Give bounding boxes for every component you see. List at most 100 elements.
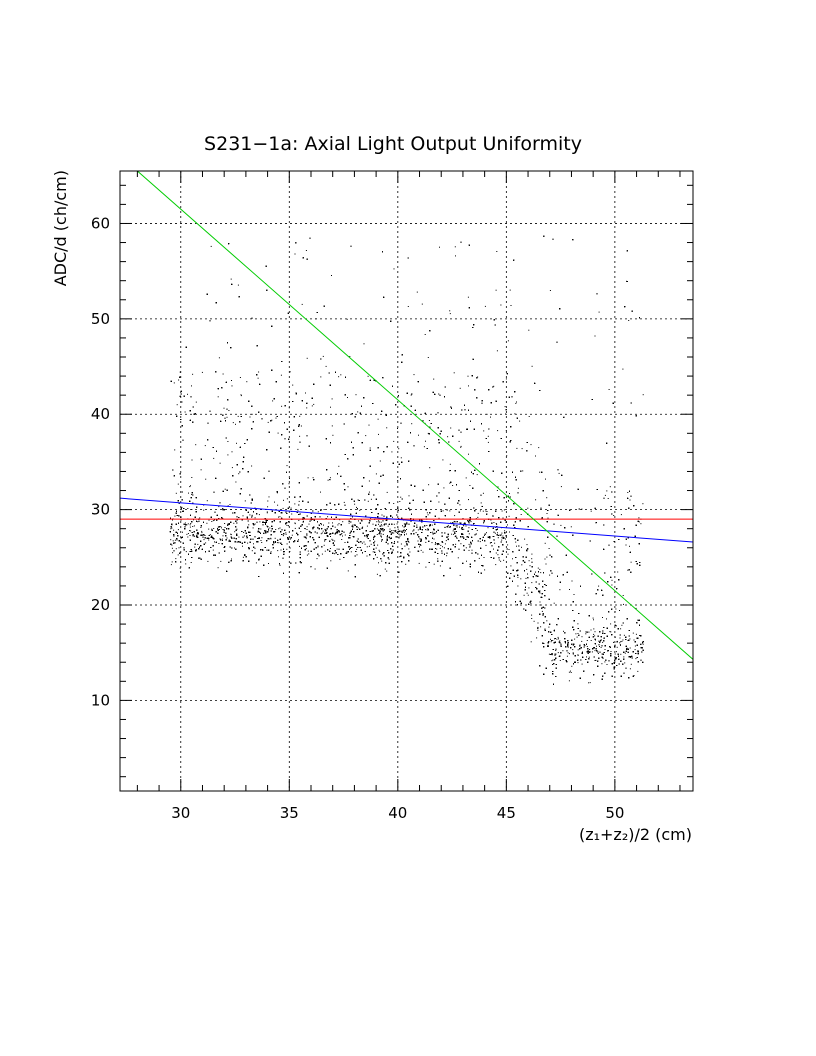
scatter-point — [469, 546, 471, 548]
scatter-point — [387, 525, 389, 527]
scatter-point — [390, 530, 392, 532]
scatter-point — [307, 550, 309, 552]
scatter-point — [531, 582, 533, 584]
scatter-point — [347, 397, 348, 398]
scatter-point — [369, 447, 371, 449]
scatter-point — [411, 423, 413, 425]
scatter-point — [269, 527, 271, 529]
scatter-point — [175, 548, 177, 550]
scatter-point — [189, 486, 191, 488]
scatter-point — [465, 547, 467, 549]
scatter-point — [251, 550, 253, 552]
scatter-point — [547, 644, 549, 646]
scatter-point — [638, 517, 640, 519]
scatter-point — [171, 547, 173, 549]
scatter-point — [400, 496, 402, 498]
scatter-point — [638, 521, 640, 523]
scatter-point — [497, 430, 499, 432]
scatter-point — [543, 643, 545, 644]
scatter-point — [590, 510, 592, 512]
scatter-point — [355, 394, 357, 396]
scatter-point — [220, 560, 222, 562]
scatter-point — [528, 416, 530, 417]
scatter-point — [278, 542, 280, 544]
scatter-point — [299, 435, 301, 437]
scatter-point — [510, 565, 512, 567]
scatter-point — [277, 504, 279, 506]
scatter-point — [320, 533, 322, 535]
scatter-point — [525, 577, 527, 579]
scatter-point — [447, 535, 449, 537]
scatter-point — [431, 542, 433, 544]
scatter-point — [413, 374, 415, 376]
scatter-point — [531, 558, 533, 560]
scatter-point — [496, 350, 498, 352]
scatter-point — [330, 536, 331, 537]
scatter-point — [246, 381, 248, 383]
scatter-point — [397, 480, 399, 481]
scatter-point — [471, 549, 473, 551]
scatter-point — [392, 516, 393, 518]
scatter-point — [224, 488, 226, 490]
scatter-point — [228, 539, 230, 541]
scatter-point — [637, 670, 639, 672]
scatter-point — [506, 455, 508, 457]
scatter-point — [201, 532, 203, 534]
scatter-point — [594, 631, 596, 633]
scatter-point — [267, 506, 269, 508]
scatter-point — [426, 525, 428, 526]
scatter-point — [485, 544, 487, 546]
scatter-point — [495, 523, 497, 524]
scatter-point — [328, 522, 330, 524]
scatter-point — [577, 662, 579, 664]
scatter-point — [284, 551, 285, 553]
scatter-point — [584, 645, 586, 647]
scatter-point — [434, 543, 436, 545]
scatter-point — [444, 526, 446, 528]
scatter-point — [495, 564, 497, 566]
scatter-point — [336, 548, 338, 550]
scatter-point — [212, 520, 214, 522]
scatter-point — [449, 526, 451, 528]
scatter-point — [375, 473, 377, 475]
scatter-point — [190, 485, 191, 487]
scatter-point — [598, 311, 600, 313]
scatter-point — [592, 617, 594, 619]
scatter-point — [539, 601, 541, 603]
scatter-point — [466, 560, 467, 562]
scatter-point — [261, 549, 263, 550]
scatter-point — [551, 660, 553, 662]
scatter-point — [497, 534, 499, 536]
scatter-point — [372, 551, 374, 553]
scatter-point — [588, 656, 590, 658]
scatter-point — [483, 557, 485, 558]
scatter-point — [420, 549, 422, 551]
scatter-point — [204, 535, 206, 536]
scatter-point — [341, 539, 343, 540]
scatter-point — [191, 509, 193, 510]
scatter-point — [350, 531, 352, 533]
scatter-point — [244, 500, 246, 502]
scatter-point — [613, 515, 615, 516]
scatter-point — [192, 526, 194, 527]
scatter-point — [548, 653, 550, 655]
scatter-point — [334, 540, 336, 542]
scatter-point — [365, 435, 367, 437]
scatter-point — [247, 542, 249, 544]
scatter-point — [421, 303, 423, 305]
scatter-point — [431, 524, 433, 526]
scatter-point — [338, 465, 340, 467]
scatter-point — [426, 529, 428, 531]
scatter-point — [555, 650, 557, 651]
scatter-point — [531, 618, 533, 619]
scatter-point — [312, 528, 314, 530]
scatter-point — [188, 492, 189, 494]
scatter-point — [282, 507, 284, 509]
scatter-point — [283, 499, 284, 501]
scatter-point — [493, 539, 495, 541]
scatter-point — [391, 451, 393, 453]
scatter-point — [504, 406, 506, 408]
scatter-point — [220, 526, 222, 528]
scatter-point — [452, 530, 454, 532]
scatter-point — [566, 655, 568, 657]
